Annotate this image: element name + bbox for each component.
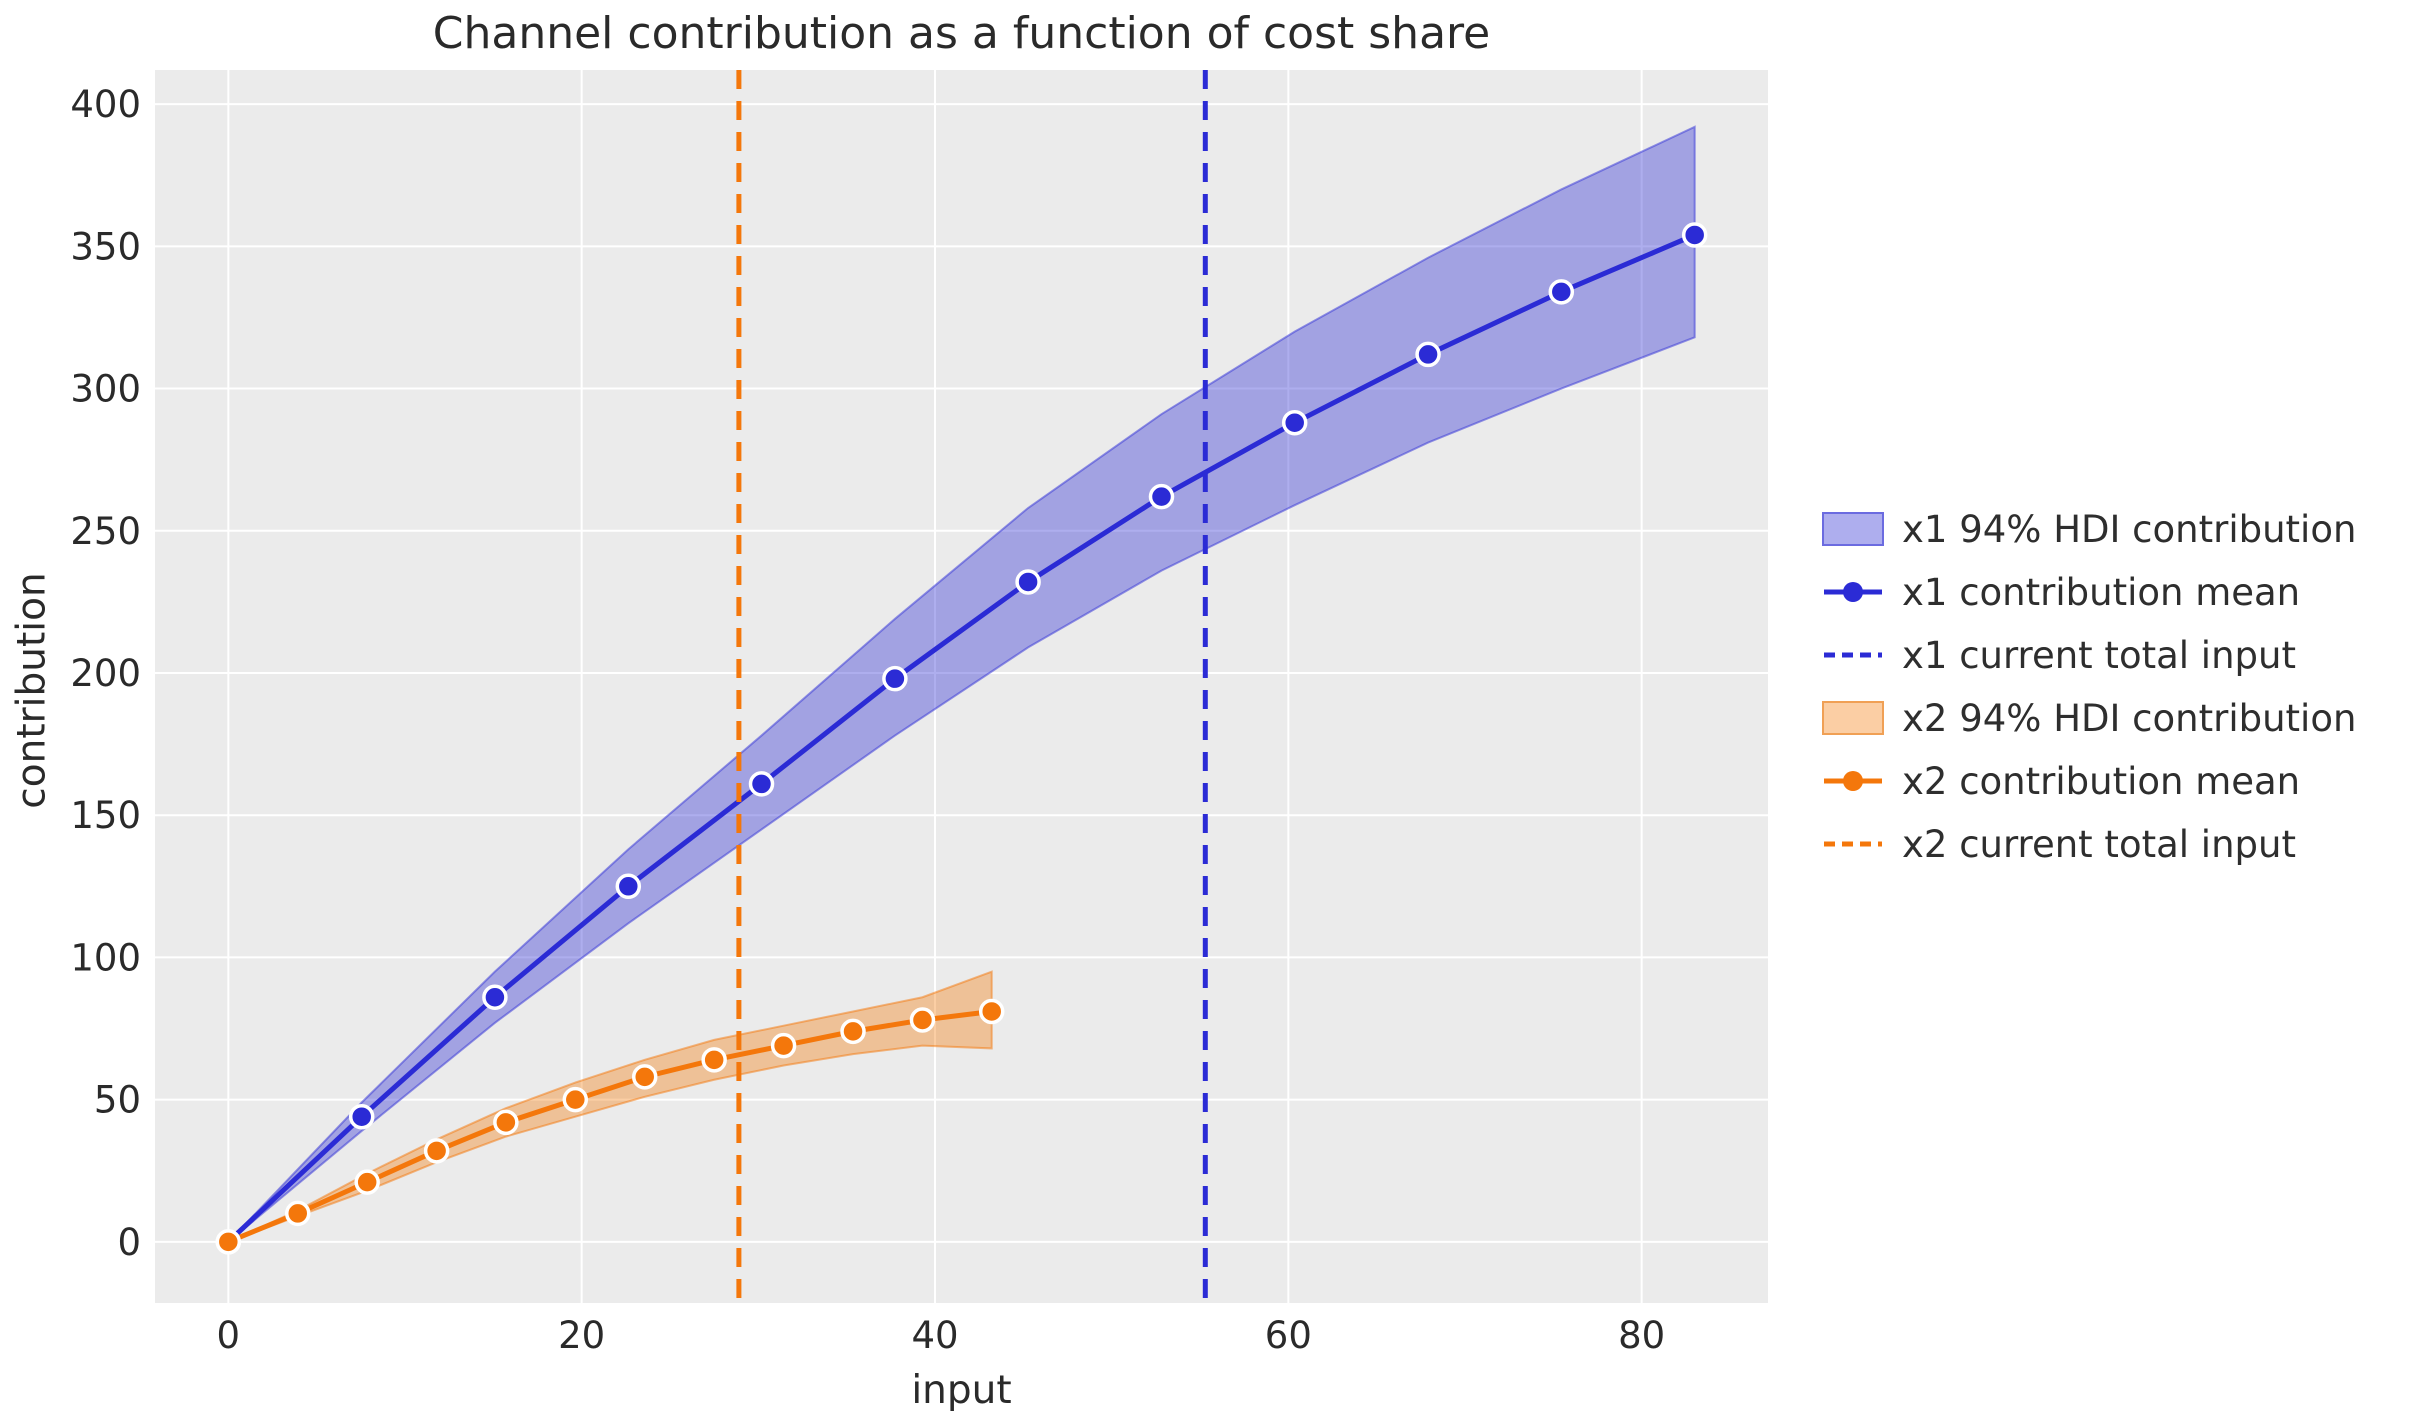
y-tick-label: 200 [70, 652, 141, 695]
mean-marker [909, 1007, 936, 1033]
mean-marker [978, 998, 1005, 1025]
dashed-line-swatch [1824, 841, 1882, 847]
mean-marker [1281, 409, 1308, 436]
x2-mean-line-swatch [1822, 760, 1884, 802]
legend-item-x1-mean: x1 contribution mean [1822, 570, 2356, 614]
y-tick-label: 150 [70, 794, 141, 837]
dashed-line-swatch [1824, 652, 1882, 658]
mean-marker [1015, 569, 1041, 595]
legend-label: x2 current total input [1902, 822, 2296, 866]
mean-marker [701, 1047, 727, 1073]
legend-item-x1-vline: x1 current total input [1822, 633, 2356, 677]
y-tick-label: 100 [70, 936, 141, 979]
y-tick-label: 350 [70, 225, 141, 268]
legend: x1 94% HDI contribution x1 contribution … [1822, 507, 2357, 866]
y-tick-label: 0 [117, 1221, 141, 1264]
line-marker-swatch [1824, 582, 1882, 602]
mean-marker [1548, 279, 1575, 305]
mean-line [225, 232, 1698, 1245]
mean-marker [482, 984, 508, 1010]
line-marker-swatch [1824, 771, 1882, 791]
legend-item-x2-hdi: x2 94% HDI contribution [1822, 696, 2357, 740]
legend-label: x2 contribution mean [1902, 759, 2301, 803]
x-axis-label: input [911, 1368, 1012, 1413]
x2-hdi-patch-swatch [1822, 697, 1884, 739]
y-tick-label: 50 [94, 1079, 141, 1122]
mean-marker [770, 1032, 797, 1059]
legend-label: x1 contribution mean [1902, 570, 2301, 614]
plot-area [155, 70, 1768, 1303]
legend-label: x2 94% HDI contribution [1902, 696, 2357, 740]
x-tick-label: 60 [1265, 1314, 1312, 1357]
mean-marker [631, 1064, 658, 1090]
chart-title: Channel contribution as a function of co… [432, 8, 1491, 59]
mean-marker [840, 1018, 866, 1045]
mean-marker [562, 1086, 589, 1113]
x1-hdi-patch-swatch [1822, 508, 1884, 550]
mean-marker [882, 665, 908, 692]
legend-item-x1-hdi: x1 94% HDI contribution [1822, 507, 2357, 551]
mean-marker [493, 1109, 519, 1136]
mean-marker [748, 771, 775, 797]
mean-marker [1148, 483, 1175, 510]
x-tick-label: 80 [1618, 1314, 1665, 1357]
x-tick-label: 40 [911, 1314, 958, 1357]
mean-marker [354, 1169, 380, 1195]
y-axis-label: contribution [9, 572, 55, 809]
x-tick-label: 0 [217, 1314, 241, 1357]
x-tick-label: 20 [558, 1314, 605, 1357]
legend-label: x1 94% HDI contribution [1902, 507, 2357, 551]
x1-mean-line-swatch [1822, 571, 1884, 613]
legend-item-x2-vline: x2 current total input [1822, 822, 2356, 866]
mean-marker [1681, 222, 1708, 248]
mean-marker [423, 1138, 450, 1164]
mean-marker [1415, 341, 1441, 368]
patch-swatch [1822, 512, 1884, 546]
patch-swatch [1822, 701, 1884, 735]
x2-dashed-line-swatch [1822, 823, 1884, 865]
legend-item-x2-mean: x2 contribution mean [1822, 759, 2356, 803]
mean-marker [615, 873, 642, 900]
mean-marker [284, 1200, 311, 1227]
mean-marker [348, 1103, 375, 1130]
y-tick-label: 250 [70, 510, 141, 553]
y-tick-label: 400 [70, 83, 141, 126]
mean-marker [215, 1229, 242, 1255]
x1-dashed-line-swatch [1822, 634, 1884, 676]
legend-label: x1 current total input [1902, 633, 2296, 677]
y-tick-label: 300 [70, 368, 141, 411]
